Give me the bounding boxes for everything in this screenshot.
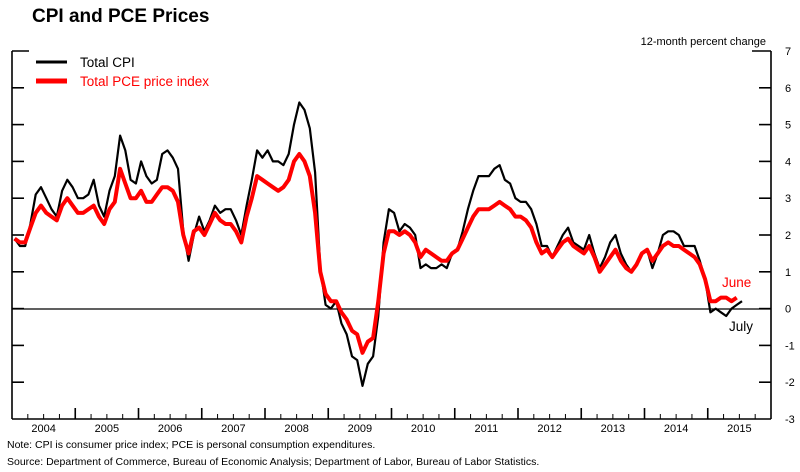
y-tick-label: 6 [785, 83, 791, 95]
legend-label-pce: Total PCE price index [80, 74, 209, 89]
x-tick-label: 2004 [31, 423, 55, 435]
y-tick-label: 0 [785, 304, 791, 316]
x-tick-label: 2007 [221, 423, 245, 435]
x-tick-label: 2013 [601, 423, 625, 435]
y-tick-label: 2 [785, 230, 791, 242]
annotation-june: June [722, 275, 751, 290]
annotation-july: July [729, 319, 753, 334]
x-tick-label: 2009 [348, 423, 372, 435]
x-tick-label: 2008 [284, 423, 308, 435]
y-tick-label: 4 [785, 156, 791, 168]
footer-source: Source: Department of Commerce, Bureau o… [7, 456, 540, 468]
y-tick-label: 1 [785, 267, 791, 279]
x-tick-label: 2006 [158, 423, 182, 435]
x-tick-label: 2012 [537, 423, 561, 435]
y-tick-label: 3 [785, 193, 791, 205]
legend-label-cpi: Total CPI [80, 55, 135, 70]
footer-note: Note: CPI is consumer price index; PCE i… [7, 439, 376, 451]
y-tick-label: 5 [785, 120, 791, 132]
y-tick-label: -1 [785, 340, 795, 352]
chart-title: CPI and PCE Prices [32, 6, 209, 27]
y-tick-label: -3 [785, 414, 795, 426]
x-tick-label: 2014 [664, 423, 688, 435]
x-tick-label: 2015 [727, 423, 751, 435]
series-line-total-pce [13, 152, 738, 355]
y-tick-label: -2 [785, 377, 795, 389]
y-axis-label: 12-month percent change [641, 36, 766, 48]
legend: Total CPI Total PCE price index [36, 55, 209, 89]
x-tick-label: 2010 [411, 423, 435, 435]
x-tick-label: 2005 [95, 423, 119, 435]
x-tick-label: 2011 [475, 423, 499, 435]
y-tick-label: 7 [785, 46, 791, 58]
series-line-total-cpi [13, 101, 743, 387]
